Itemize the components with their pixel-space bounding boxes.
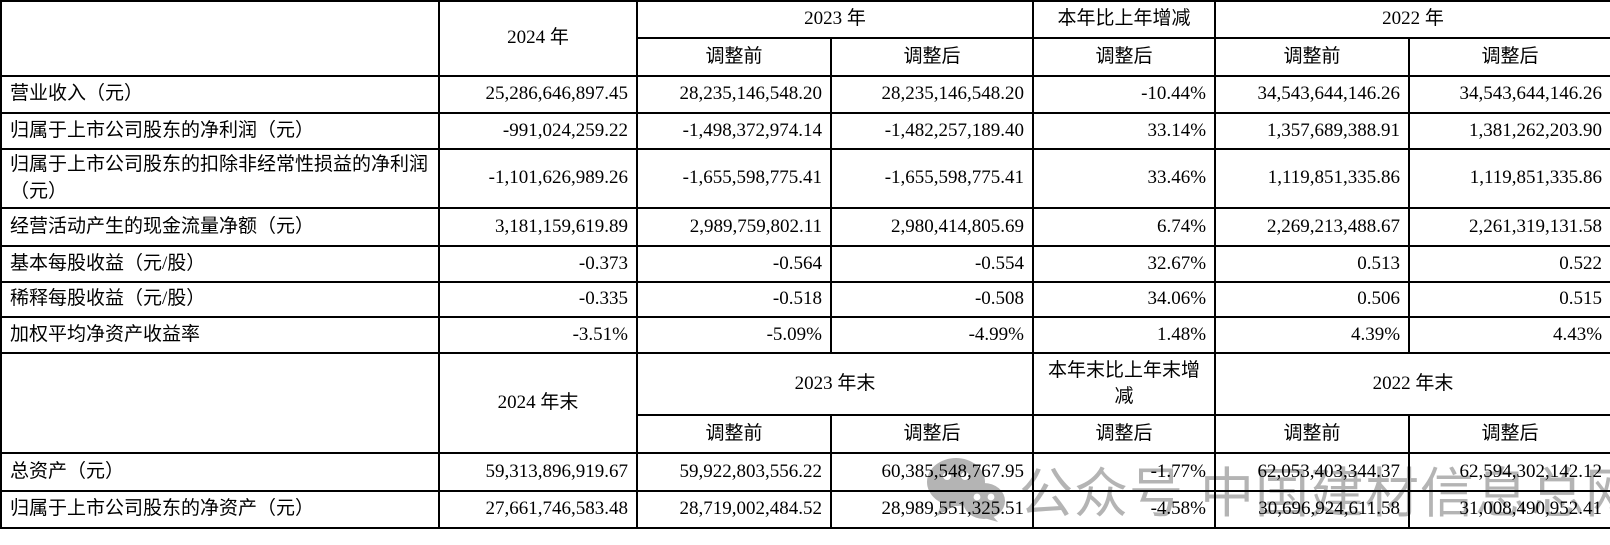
cell-2023-adj-after: 28,235,146,548.20 xyxy=(829,75,1035,114)
cell-2024: 25,286,646,897.45 xyxy=(438,75,638,114)
header-2022-end-adj-after: 调整后 xyxy=(1408,414,1610,455)
cell-2023-adj-after: 28,989,551,325.51 xyxy=(829,490,1035,530)
cell-2023-adj-after: -1,482,257,189.40 xyxy=(829,112,1035,150)
corner-cell xyxy=(0,352,440,455)
table-row-diluted-eps: 稀释每股收益（元/股） -0.335 -0.518 -0.508 34.06% … xyxy=(0,281,1610,319)
header-2022-adj-after: 调整后 xyxy=(1408,37,1610,77)
table-row-basic-eps: 基本每股收益（元/股） -0.373 -0.564 -0.554 32.67% … xyxy=(0,245,1610,284)
row-label: 归属于上市公司股东的净资产（元） xyxy=(0,490,440,530)
cell-2024: 3,181,159,619.89 xyxy=(438,207,638,248)
cell-2023-adj-after: -1,655,598,775.41 xyxy=(829,147,1035,210)
cell-2024: -991,024,259.22 xyxy=(438,112,638,150)
cell-2023-adj-after: -4.99% xyxy=(829,316,1035,355)
cell-change: 6.74% xyxy=(1032,207,1217,248)
cell-2022-adj-after: 4.43% xyxy=(1408,316,1610,355)
header-end-change: 本年末比上年末增减 xyxy=(1032,352,1217,417)
cell-2024: -0.373 xyxy=(438,245,638,284)
cell-2023-adj-before: 28,235,146,548.20 xyxy=(636,75,832,114)
header-change: 本年比上年增减 xyxy=(1032,0,1217,39)
header-2022-end-adj-before: 调整前 xyxy=(1214,414,1411,455)
cell-change: 33.14% xyxy=(1032,112,1217,150)
header-2023-adj-before: 调整前 xyxy=(636,37,832,77)
header1-adjust-row: 调整前 调整后 调整后 调整前 调整后 xyxy=(1,37,1610,77)
row-label: 基本每股收益（元/股） xyxy=(0,245,440,284)
cell-2022-adj-after: 0.522 xyxy=(1408,245,1610,284)
header-2023-end-adj-after: 调整后 xyxy=(829,414,1035,455)
header-2022-adj-before: 调整前 xyxy=(1214,37,1411,77)
cell-2022-adj-before: 0.506 xyxy=(1214,281,1411,319)
header-2023-end-adj-before: 调整前 xyxy=(636,414,832,455)
cell-2022-adj-after: 1,381,262,203.90 xyxy=(1408,112,1610,150)
cell-2022-adj-after: 2,261,319,131.58 xyxy=(1408,207,1610,248)
table-row-weighted-avg-roe: 加权平均净资产收益率 -3.51% -5.09% -4.99% 1.48% 4.… xyxy=(0,316,1610,355)
header-2024-end: 2024 年末 xyxy=(438,352,638,455)
cell-2023-adj-after: -0.508 xyxy=(829,281,1035,319)
header-2024: 2024 年 xyxy=(438,0,638,77)
cell-2023-adj-before: -1,498,372,974.14 xyxy=(636,112,832,150)
cell-2022-adj-after: 0.515 xyxy=(1408,281,1610,319)
cell-2022-adj-before: 1,119,851,335.86 xyxy=(1214,147,1411,210)
cell-2022-adj-after: 1,119,851,335.86 xyxy=(1408,147,1610,210)
row-label: 加权平均净资产收益率 xyxy=(0,316,440,355)
cell-2023-adj-before: 28,719,002,484.52 xyxy=(636,490,832,530)
cell-2023-adj-before: -5.09% xyxy=(636,316,832,355)
header-2022-end: 2022 年末 xyxy=(1214,352,1610,417)
cell-2023-adj-after: 60,385,548,767.95 xyxy=(829,452,1035,493)
row-label: 经营活动产生的现金流量净额（元） xyxy=(0,207,440,248)
cell-2022-adj-before: 34,543,644,146.26 xyxy=(1214,75,1411,114)
cell-2023-adj-after: 2,980,414,805.69 xyxy=(829,207,1035,248)
cell-2023-adj-before: 2,989,759,802.11 xyxy=(636,207,832,248)
cell-2022-adj-before: 30,696,924,611.58 xyxy=(1214,490,1411,530)
cell-change: 33.46% xyxy=(1032,147,1217,210)
cell-change: 1.48% xyxy=(1032,316,1217,355)
header2-adjust-row: 调整前 调整后 调整后 调整前 调整后 xyxy=(1,414,1610,455)
row-label: 归属于上市公司股东的扣除非经常性损益的净利润（元） xyxy=(0,147,440,210)
row-label: 总资产（元） xyxy=(0,452,440,493)
cell-2022-adj-after: 62,594,302,142.12 xyxy=(1408,452,1610,493)
table-row-net-assets: 归属于上市公司股东的净资产（元） 27,661,746,583.48 28,71… xyxy=(0,490,1610,530)
table-row-total-assets: 总资产（元） 59,313,896,919.67 59,922,803,556.… xyxy=(0,452,1610,493)
cell-change: -4.58% xyxy=(1032,490,1217,530)
header-2023: 2023 年 xyxy=(635,0,1035,39)
financial-summary-table: 2024 年 2023 年 本年比上年增减 2022 年 调整前 调整后 调整后… xyxy=(0,0,1610,530)
cell-2024: -0.335 xyxy=(438,281,638,319)
cell-2022-adj-before: 4.39% xyxy=(1214,316,1411,355)
header1-year-row: 2024 年 2023 年 本年比上年增减 2022 年 xyxy=(0,0,1610,77)
row-label: 归属于上市公司股东的净利润（元） xyxy=(0,112,440,150)
header2-year-row: 2024 年末 2023 年末 本年末比上年末增减 2022 年末 xyxy=(0,352,1610,455)
header-change-adj-after: 调整后 xyxy=(1032,37,1217,77)
cell-change: -1.77% xyxy=(1032,452,1217,493)
cell-2023-adj-before: -0.564 xyxy=(636,245,832,284)
header-end-change-adj-after: 调整后 xyxy=(1032,414,1217,455)
cell-2024: 27,661,746,583.48 xyxy=(438,490,638,530)
cell-2022-adj-before: 2,269,213,488.67 xyxy=(1214,207,1411,248)
cell-change: 34.06% xyxy=(1032,281,1217,319)
cell-change: 32.67% xyxy=(1032,245,1217,284)
cell-2022-adj-before: 0.513 xyxy=(1214,245,1411,284)
cell-2022-adj-after: 31,008,490,952.41 xyxy=(1408,490,1610,530)
row-label: 稀释每股收益（元/股） xyxy=(0,281,440,319)
corner-cell xyxy=(0,0,440,77)
cell-2023-adj-before: 59,922,803,556.22 xyxy=(636,452,832,493)
cell-2023-adj-before: -1,655,598,775.41 xyxy=(636,147,832,210)
header-2023-adj-after: 调整后 xyxy=(829,37,1035,77)
table-row-net-profit: 归属于上市公司股东的净利润（元） -991,024,259.22 -1,498,… xyxy=(0,112,1610,150)
cell-2022-adj-before: 1,357,689,388.91 xyxy=(1214,112,1411,150)
header-2023-end: 2023 年末 xyxy=(635,352,1035,417)
table-row-operating-cash-flow: 经营活动产生的现金流量净额（元） 3,181,159,619.89 2,989,… xyxy=(0,207,1610,248)
row-label: 营业收入（元） xyxy=(0,75,440,114)
table-row-revenue: 营业收入（元） 25,286,646,897.45 28,235,146,548… xyxy=(0,75,1610,114)
header-2022: 2022 年 xyxy=(1214,0,1610,39)
cell-2023-adj-before: -0.518 xyxy=(636,281,832,319)
cell-2023-adj-after: -0.554 xyxy=(829,245,1035,284)
cell-2024: 59,313,896,919.67 xyxy=(438,452,638,493)
cell-2022-adj-before: 62,053,403,344.37 xyxy=(1214,452,1411,493)
cell-2024: -3.51% xyxy=(438,316,638,355)
cell-change: -10.44% xyxy=(1032,75,1217,114)
cell-2022-adj-after: 34,543,644,146.26 xyxy=(1408,75,1610,114)
table-row-net-profit-deducted: 归属于上市公司股东的扣除非经常性损益的净利润（元） -1,101,626,989… xyxy=(0,147,1610,210)
cell-2024: -1,101,626,989.26 xyxy=(438,147,638,210)
